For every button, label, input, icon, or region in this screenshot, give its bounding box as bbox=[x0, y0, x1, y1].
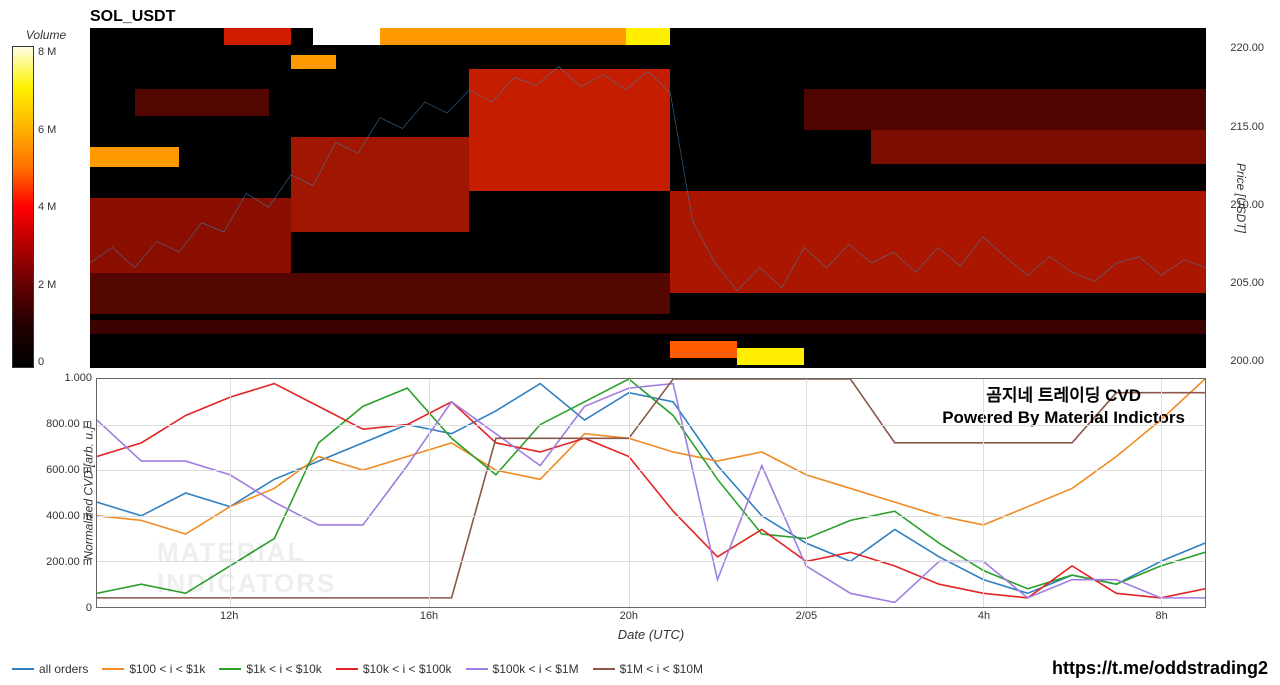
legend-label: $100k < i < $1M bbox=[493, 662, 579, 676]
x-axis: Date (UTC) 12h 16h 20h 2/05 4h 8h bbox=[96, 608, 1206, 642]
heatmap bbox=[90, 28, 1206, 368]
colorbar-tick: 6 M bbox=[38, 124, 56, 136]
colorbar-tick: 8 M bbox=[38, 46, 56, 58]
x-axis-label: Date (UTC) bbox=[618, 627, 684, 642]
cvd-y-axis: 1.000800.00 m600.00 m400.00 m200.00 m0 bbox=[40, 378, 96, 608]
source-link[interactable]: https://t.me/oddstrading2 bbox=[1052, 658, 1268, 679]
legend: all orders $100 < i < $1k $1k < i < $10k $1… bbox=[12, 662, 703, 676]
colorbar-ticks: 8 M 6 M 4 M 2 M 0 bbox=[34, 46, 56, 368]
legend-item: $1M < i < $10M bbox=[593, 662, 703, 676]
cvd-panel: Normalized CVD [arb. u.] 1.000800.00 m60… bbox=[22, 378, 1268, 608]
cvd-ytick: 200.00 m bbox=[46, 556, 92, 568]
legend-swatch bbox=[336, 668, 358, 670]
cvd-ytick: 600.00 m bbox=[46, 464, 92, 476]
cvd-ytick: 800.00 m bbox=[46, 418, 92, 430]
price-tick: 220.00 bbox=[1230, 42, 1264, 54]
price-tick: 200.00 bbox=[1230, 355, 1264, 367]
colorbar-tick: 0 bbox=[38, 356, 56, 368]
colorbar-tick: 4 M bbox=[38, 201, 56, 213]
legend-swatch bbox=[466, 668, 488, 670]
colorbar-tick: 2 M bbox=[38, 279, 56, 291]
colorbar-gradient bbox=[12, 46, 34, 368]
legend-swatch bbox=[12, 668, 34, 670]
price-tick: 215.00 bbox=[1230, 121, 1264, 133]
legend-label: $10k < i < $100k bbox=[363, 662, 452, 676]
x-tick: 20h bbox=[620, 610, 638, 622]
overlay-text: 곰지네 트레이딩 CVD Powered By Material Indicto… bbox=[942, 385, 1185, 429]
legend-item: $10k < i < $100k bbox=[336, 662, 452, 676]
legend-label: $100 < i < $1k bbox=[129, 662, 205, 676]
price-axis-label: Price [USDT] bbox=[1234, 163, 1248, 233]
x-tick: 12h bbox=[220, 610, 238, 622]
heatmap-panel: Volume 8 M6 M4 M2 M0 220.00215.00210.002… bbox=[12, 28, 1268, 368]
x-tick: 8h bbox=[1155, 610, 1167, 622]
legend-swatch bbox=[219, 668, 241, 670]
legend-label: $1k < i < $10k bbox=[246, 662, 321, 676]
legend-swatch bbox=[102, 668, 124, 670]
legend-item: all orders bbox=[12, 662, 88, 676]
legend-label: all orders bbox=[39, 662, 88, 676]
x-tick: 16h bbox=[420, 610, 438, 622]
legend-item: $1k < i < $10k bbox=[219, 662, 321, 676]
legend-swatch bbox=[593, 668, 615, 670]
price-tick: 205.00 bbox=[1230, 277, 1264, 289]
legend-item: $100k < i < $1M bbox=[466, 662, 579, 676]
legend-item: $100 < i < $1k bbox=[102, 662, 205, 676]
x-tick: 4h bbox=[978, 610, 990, 622]
cvd-ytick: 0 bbox=[86, 602, 92, 614]
colorbar-label: Volume bbox=[12, 28, 80, 42]
cvd-ytick: 1.000 bbox=[64, 372, 92, 384]
watermark: MATERIALINDICATORS bbox=[157, 537, 336, 599]
x-tick: 2/05 bbox=[796, 610, 817, 622]
legend-label: $1M < i < $10M bbox=[620, 662, 703, 676]
cvd-ytick: 400.00 m bbox=[46, 510, 92, 522]
chart-title: SOL_USDT bbox=[90, 8, 1268, 26]
